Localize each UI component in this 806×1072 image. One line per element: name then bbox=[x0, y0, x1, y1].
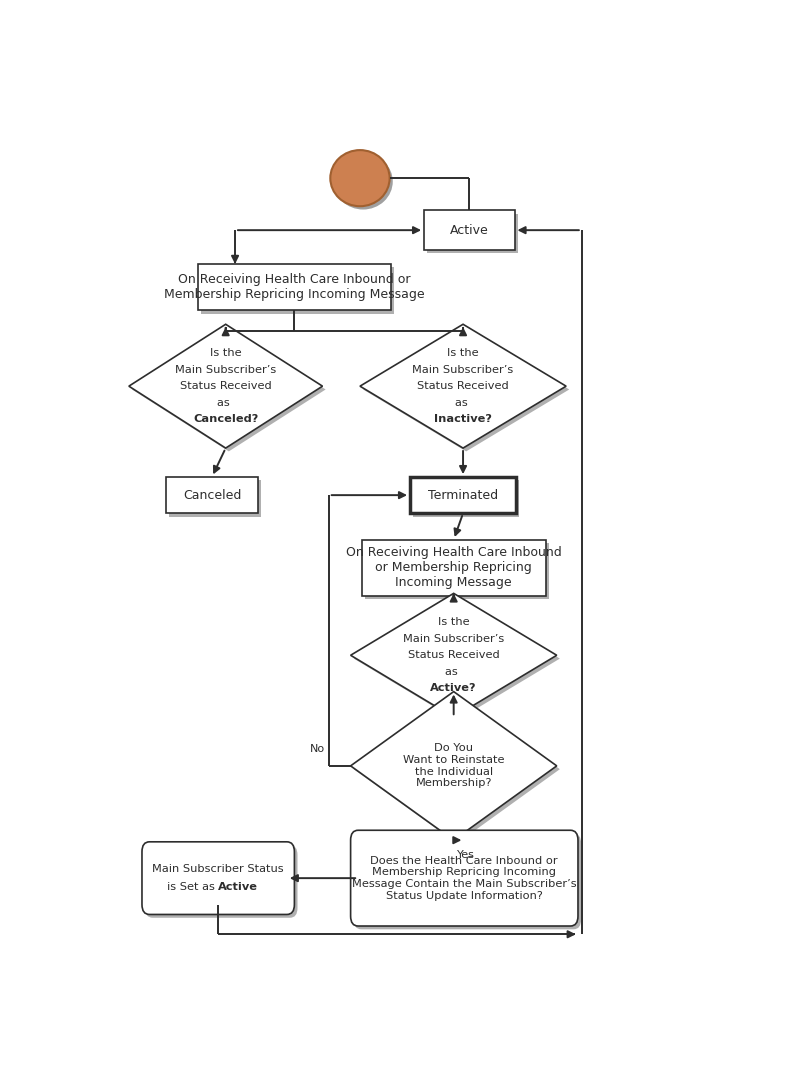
Text: Main Subscriber Status: Main Subscriber Status bbox=[152, 864, 284, 874]
Text: Yes: Yes bbox=[457, 850, 475, 860]
FancyBboxPatch shape bbox=[354, 834, 581, 929]
Polygon shape bbox=[129, 324, 322, 448]
FancyBboxPatch shape bbox=[166, 477, 258, 513]
Text: Active: Active bbox=[218, 882, 258, 892]
Polygon shape bbox=[351, 691, 557, 840]
FancyBboxPatch shape bbox=[427, 213, 517, 253]
FancyBboxPatch shape bbox=[364, 544, 549, 599]
Text: Canceled: Canceled bbox=[183, 489, 241, 502]
Polygon shape bbox=[363, 328, 569, 451]
Text: Do You
Want to Reinstate
the Individual
Membership?: Do You Want to Reinstate the Individual … bbox=[403, 744, 505, 788]
Text: Main Subscriber’s: Main Subscriber’s bbox=[413, 364, 513, 375]
FancyBboxPatch shape bbox=[413, 480, 519, 517]
Polygon shape bbox=[351, 594, 557, 717]
Text: Is the: Is the bbox=[438, 617, 469, 627]
Text: Terminated: Terminated bbox=[428, 489, 498, 502]
Text: as: as bbox=[218, 398, 234, 407]
Polygon shape bbox=[360, 324, 566, 448]
FancyBboxPatch shape bbox=[142, 842, 294, 914]
FancyBboxPatch shape bbox=[424, 210, 514, 250]
Polygon shape bbox=[354, 695, 560, 844]
Polygon shape bbox=[354, 597, 560, 720]
Text: Does the Health Care Inbound or
Membership Repricing Incoming
Message Contain th: Does the Health Care Inbound or Membersh… bbox=[352, 855, 576, 900]
Ellipse shape bbox=[330, 150, 389, 206]
Text: Main Subscriber’s: Main Subscriber’s bbox=[175, 364, 276, 375]
FancyBboxPatch shape bbox=[362, 539, 546, 596]
Text: On Receiving Health Care Inbound
or Membership Repricing
Incoming Message: On Receiving Health Care Inbound or Memb… bbox=[346, 547, 562, 590]
FancyBboxPatch shape bbox=[201, 267, 394, 313]
Polygon shape bbox=[132, 328, 326, 451]
Text: On Receiving Health Care Inbound or
Membership Repricing Incoming Message: On Receiving Health Care Inbound or Memb… bbox=[164, 273, 425, 301]
Text: Is the: Is the bbox=[447, 348, 479, 358]
FancyBboxPatch shape bbox=[197, 264, 391, 310]
Text: as: as bbox=[446, 667, 462, 676]
Text: is Set as: is Set as bbox=[167, 882, 218, 892]
Text: Status Received: Status Received bbox=[180, 382, 272, 391]
Text: Is the: Is the bbox=[210, 348, 242, 358]
Text: as: as bbox=[455, 398, 472, 407]
FancyBboxPatch shape bbox=[410, 477, 516, 513]
Text: Main Subscriber’s: Main Subscriber’s bbox=[403, 634, 505, 644]
FancyBboxPatch shape bbox=[145, 845, 297, 918]
Text: No: No bbox=[310, 744, 325, 755]
Ellipse shape bbox=[334, 153, 393, 209]
Text: Active?: Active? bbox=[430, 683, 477, 694]
Text: Status Received: Status Received bbox=[418, 382, 509, 391]
Text: Status Received: Status Received bbox=[408, 651, 500, 660]
Text: Active: Active bbox=[450, 224, 488, 237]
Text: Inactive?: Inactive? bbox=[434, 414, 492, 425]
Text: Canceled?: Canceled? bbox=[193, 414, 258, 425]
FancyBboxPatch shape bbox=[168, 480, 261, 517]
FancyBboxPatch shape bbox=[351, 830, 578, 926]
